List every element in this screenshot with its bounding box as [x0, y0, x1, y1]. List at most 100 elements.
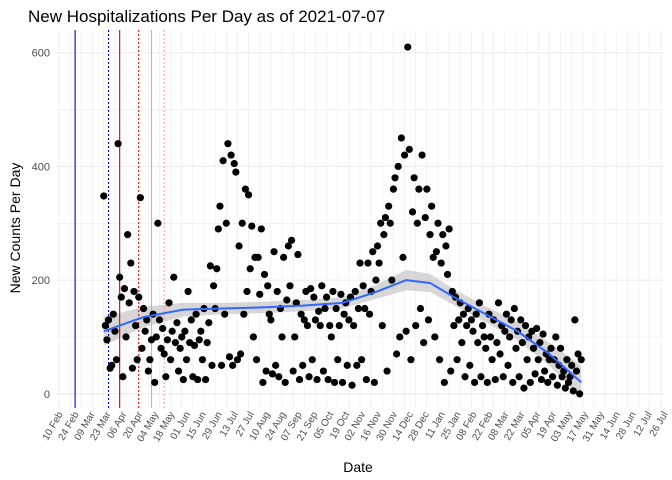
- data-point: [299, 361, 307, 369]
- data-point: [458, 339, 466, 347]
- data-point: [463, 321, 471, 330]
- data-point: [544, 378, 552, 387]
- data-point: [133, 356, 141, 364]
- data-point: [426, 231, 434, 239]
- data-point: [413, 219, 421, 227]
- data-point: [291, 333, 299, 341]
- data-point: [240, 310, 248, 318]
- data-point: [415, 185, 423, 193]
- data-point: [224, 140, 232, 148]
- y-tick-label: 0: [44, 389, 50, 401]
- data-point: [558, 373, 566, 381]
- data-point: [319, 367, 327, 375]
- data-point: [467, 316, 476, 324]
- data-point: [350, 321, 358, 330]
- data-point: [252, 356, 261, 364]
- data-point: [219, 157, 227, 165]
- data-point: [429, 253, 437, 261]
- data-point: [412, 321, 420, 330]
- data-point: [192, 310, 200, 318]
- data-point: [539, 330, 547, 338]
- data-point: [361, 304, 369, 313]
- data-point: [308, 356, 316, 364]
- data-point: [280, 253, 288, 261]
- data-point: [568, 361, 576, 369]
- data-point: [122, 333, 130, 341]
- data-point: [130, 287, 138, 296]
- data-point: [569, 387, 577, 395]
- data-point: [348, 381, 356, 389]
- data-point: [307, 285, 315, 293]
- data-point: [531, 370, 539, 378]
- data-point: [209, 282, 218, 290]
- data-point: [391, 174, 399, 182]
- data-point: [324, 375, 332, 384]
- data-point: [437, 259, 445, 267]
- data-point: [128, 364, 136, 372]
- data-point: [370, 378, 378, 387]
- data-point: [386, 219, 394, 227]
- data-point: [563, 356, 571, 364]
- data-point: [208, 361, 216, 369]
- data-point: [381, 213, 390, 222]
- data-point: [151, 378, 159, 387]
- data-point: [423, 185, 431, 193]
- data-point: [536, 339, 544, 347]
- data-point: [443, 270, 452, 279]
- data-point: [418, 151, 426, 159]
- data-point: [496, 350, 504, 358]
- data-point: [369, 248, 377, 256]
- data-point: [329, 287, 337, 296]
- data-point: [393, 350, 401, 358]
- data-point: [227, 151, 235, 159]
- data-point: [421, 213, 429, 222]
- data-point: [267, 316, 275, 324]
- data-point: [493, 339, 501, 347]
- data-point: [404, 43, 412, 51]
- data-point: [117, 293, 125, 301]
- data-point: [214, 225, 222, 233]
- data-point: [181, 327, 189, 335]
- data-point: [273, 287, 281, 296]
- y-tick-label: 200: [32, 275, 50, 287]
- data-point: [518, 339, 526, 347]
- data-point: [112, 356, 121, 364]
- data-point: [171, 339, 179, 347]
- data-point: [399, 253, 407, 261]
- data-point: [327, 333, 335, 341]
- data-point: [287, 236, 296, 244]
- data-point: [174, 367, 183, 375]
- data-point: [442, 242, 450, 250]
- data-point: [295, 375, 304, 384]
- data-point: [135, 293, 143, 301]
- data-point: [407, 356, 415, 364]
- data-point: [553, 381, 561, 389]
- data-point: [311, 316, 320, 324]
- data-point: [523, 356, 531, 364]
- data-point: [491, 375, 499, 384]
- data-point: [178, 333, 186, 341]
- data-point: [310, 293, 318, 301]
- data-point: [136, 194, 144, 202]
- data-point: [321, 304, 329, 313]
- data-point: [455, 316, 463, 324]
- data-point: [248, 222, 256, 230]
- data-point: [163, 336, 172, 344]
- data-point: [294, 250, 302, 259]
- data-point: [571, 316, 579, 324]
- data-point: [238, 219, 246, 227]
- data-point: [365, 310, 374, 318]
- data-point: [486, 333, 495, 341]
- data-point: [125, 299, 133, 307]
- data-point: [260, 270, 269, 279]
- data-point: [383, 367, 391, 375]
- y-tick-label: 400: [32, 161, 50, 173]
- data-point: [521, 321, 530, 330]
- data-point: [572, 367, 581, 375]
- loess-line: [103, 279, 582, 384]
- data-point: [529, 344, 538, 352]
- data-point: [313, 375, 321, 384]
- data-point: [111, 327, 119, 335]
- data-point: [561, 384, 569, 392]
- data-point: [359, 282, 367, 290]
